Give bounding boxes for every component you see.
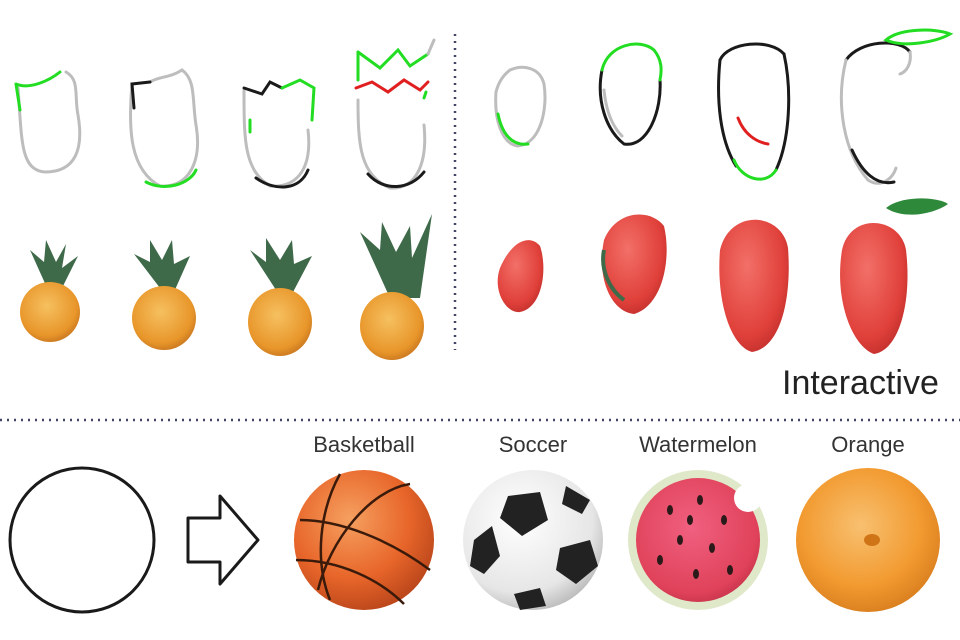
watermelon-label: Watermelon [639,432,757,458]
strawberry-image-1 [498,240,544,312]
pineapple-image-3 [248,238,312,356]
orange-label: Orange [831,432,904,458]
strawberry-image-2 [602,214,667,314]
pineapple-sketch-3 [244,80,314,187]
strawberry-image-4 [840,198,948,354]
strawberry-sketch-1 [496,67,545,146]
input-circle-sketch [10,468,154,612]
pineapple-sketch-1 [16,72,80,172]
basketball-image [294,470,434,610]
pineapple-image-1 [20,240,80,342]
watermelon-image [628,470,768,610]
strawberry-sketch-4 [841,30,950,183]
pineapple-sketch-4 [356,40,434,188]
pineapple-sketch-2 [130,70,197,186]
strawberry-sketch-3 [719,44,789,179]
basketball-label: Basketball [313,432,415,458]
pineapple-image-4 [360,214,432,360]
soccer-ball-image [463,470,603,610]
strawberry-sketch-2 [600,44,661,144]
arrow-right-icon [188,496,258,584]
orange-image [796,468,940,612]
pineapple-image-2 [132,240,196,350]
strawberry-image-3 [719,220,788,352]
soccer-label: Soccer [499,432,567,458]
interactive-label: Interactive [782,364,939,403]
